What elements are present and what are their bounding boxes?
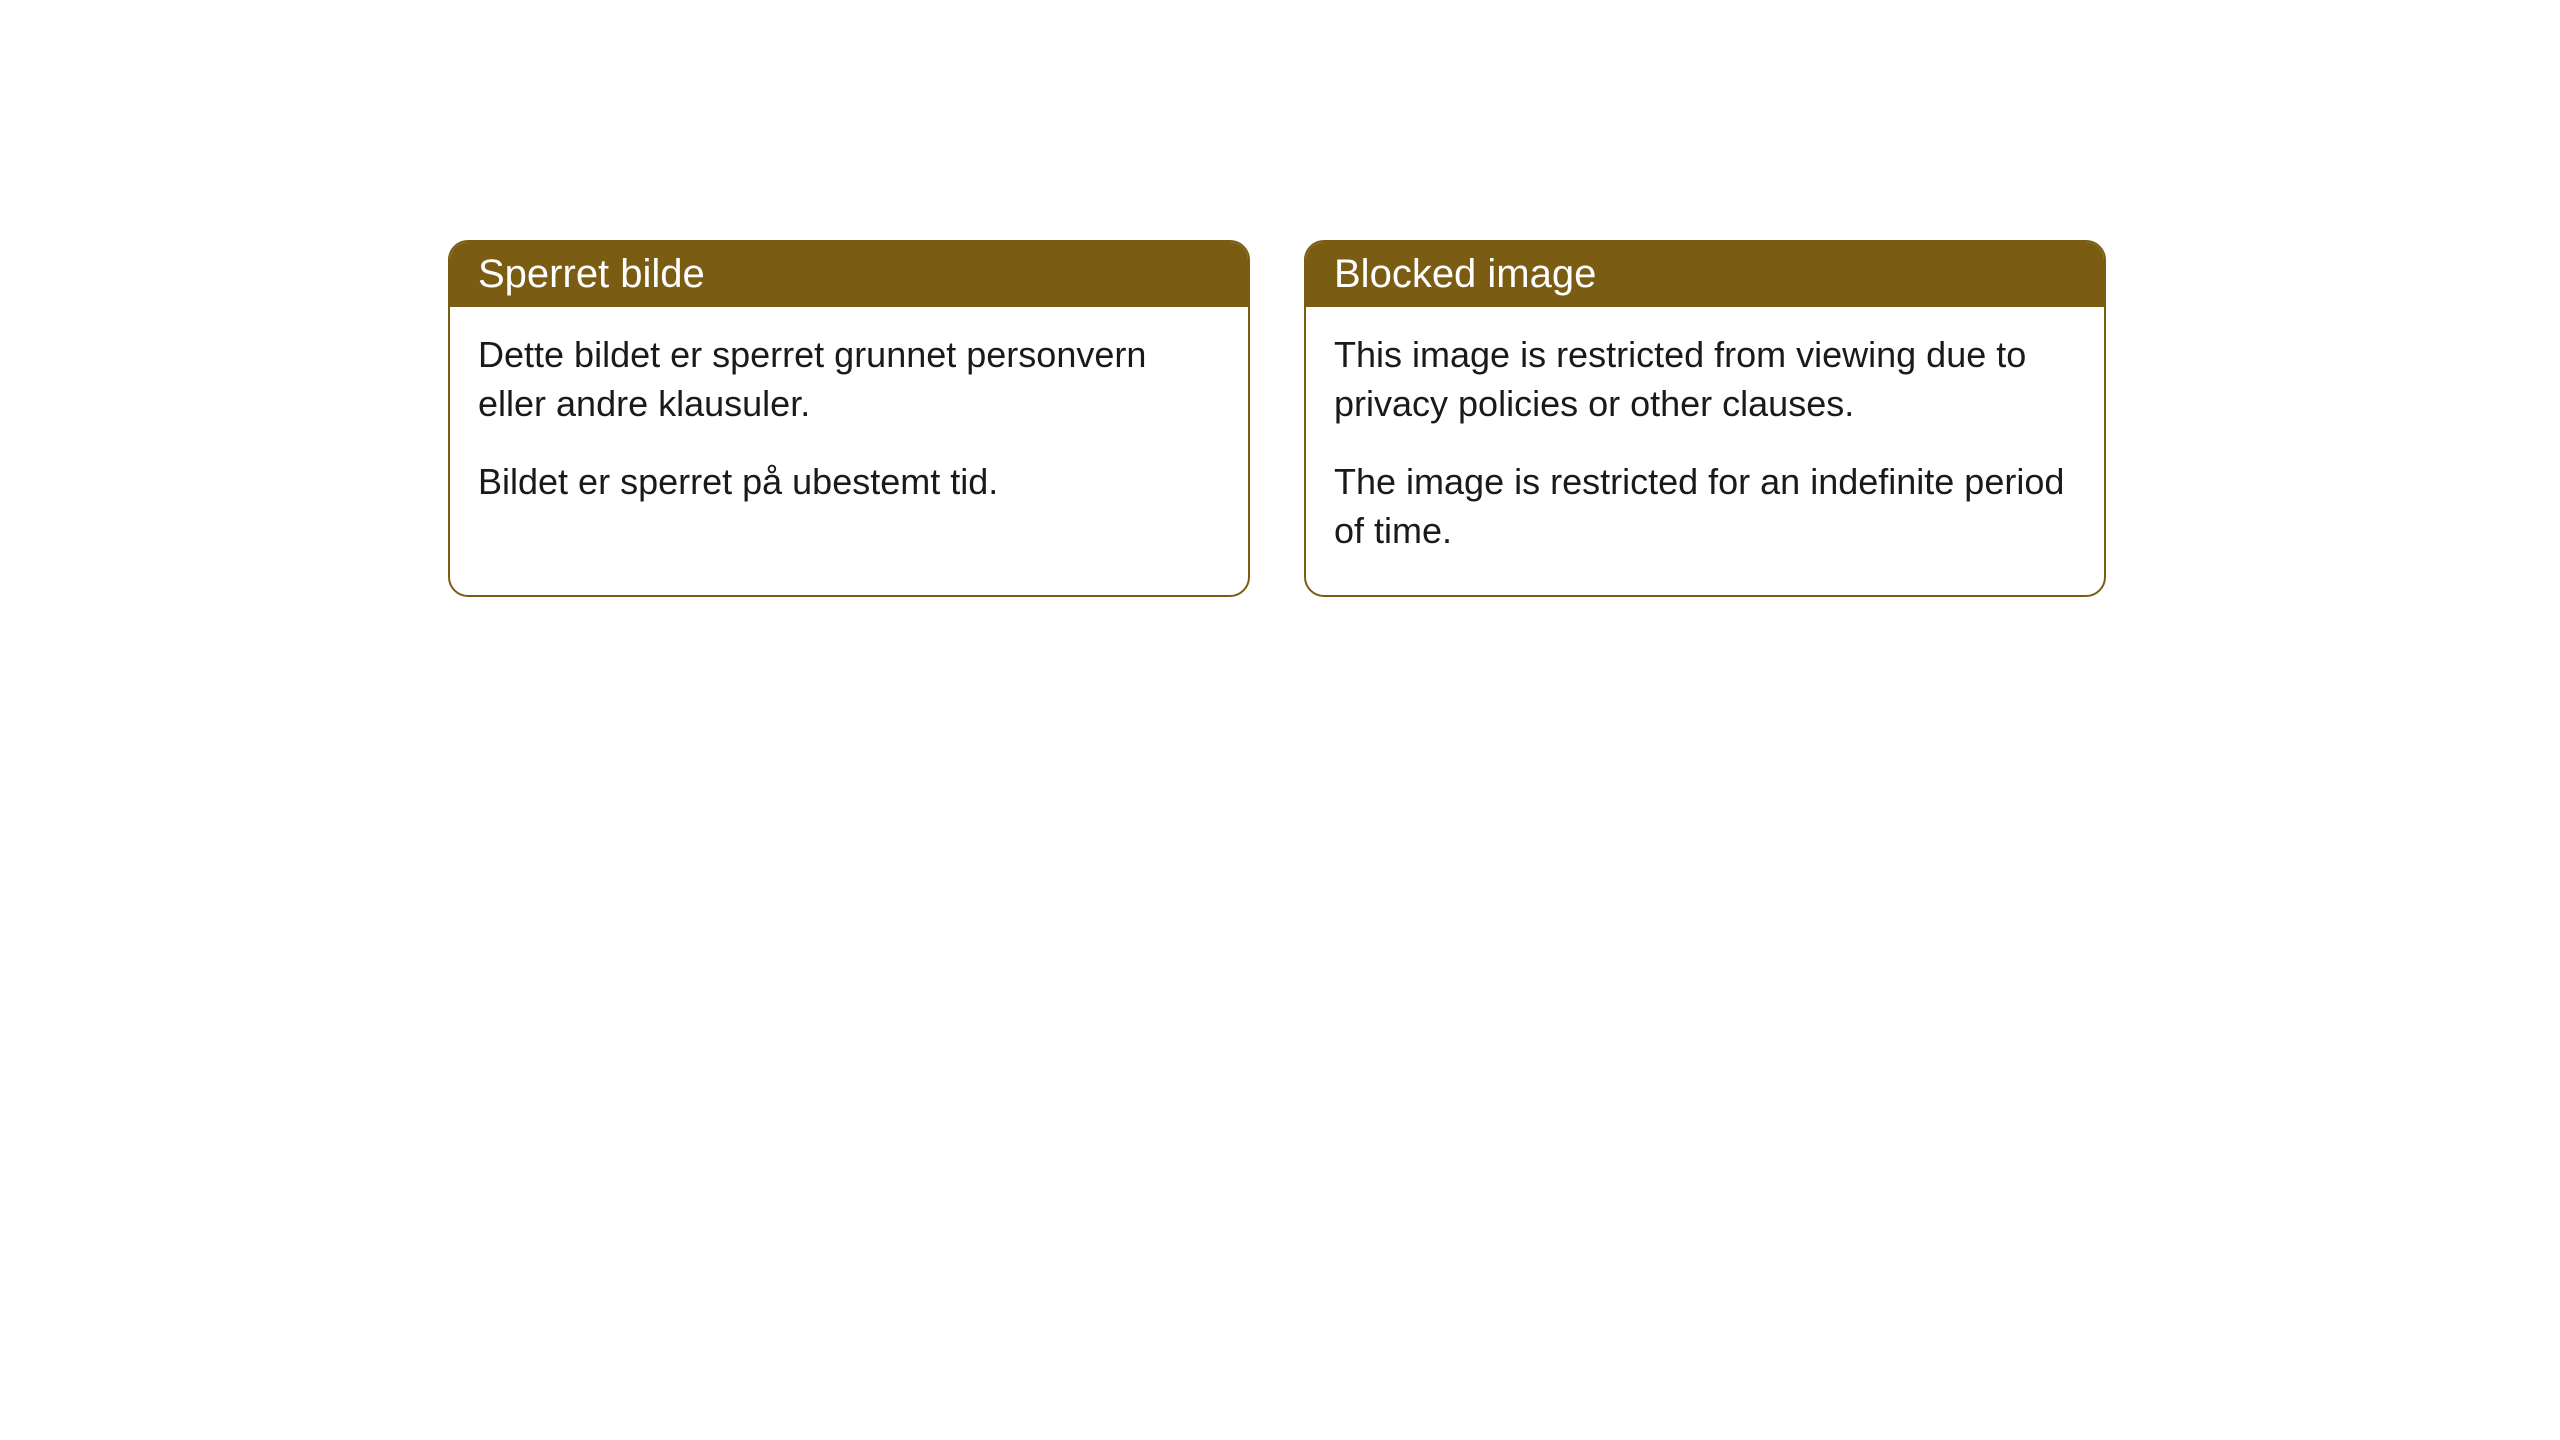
notice-card-norwegian: Sperret bilde Dette bildet er sperret gr… — [448, 240, 1250, 597]
card-paragraph: The image is restricted for an indefinit… — [1334, 458, 2076, 555]
card-body: Dette bildet er sperret grunnet personve… — [450, 307, 1248, 547]
card-paragraph: This image is restricted from viewing du… — [1334, 331, 2076, 428]
card-header: Sperret bilde — [450, 242, 1248, 307]
card-body: This image is restricted from viewing du… — [1306, 307, 2104, 595]
card-title: Sperret bilde — [478, 252, 705, 296]
card-paragraph: Dette bildet er sperret grunnet personve… — [478, 331, 1220, 428]
card-paragraph: Bildet er sperret på ubestemt tid. — [478, 458, 1220, 507]
card-title: Blocked image — [1334, 252, 1596, 296]
card-header: Blocked image — [1306, 242, 2104, 307]
notice-cards-container: Sperret bilde Dette bildet er sperret gr… — [448, 240, 2106, 597]
notice-card-english: Blocked image This image is restricted f… — [1304, 240, 2106, 597]
